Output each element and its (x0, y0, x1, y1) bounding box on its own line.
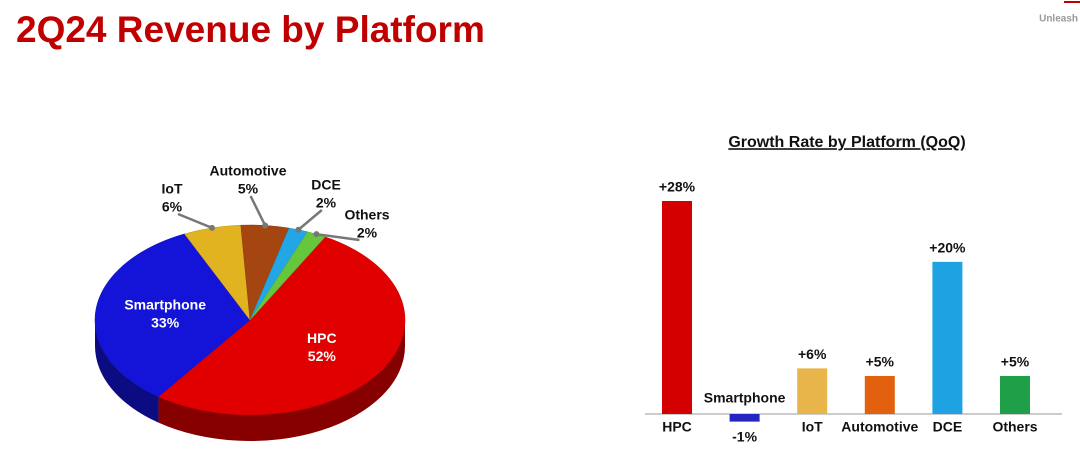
pie-label: Smartphone (124, 297, 206, 313)
x-tick-label: IoT (802, 419, 823, 435)
bar (932, 261, 963, 414)
leader-dot (208, 224, 215, 231)
bar (1000, 375, 1030, 414)
pie-side (95, 320, 159, 423)
leader-dot (313, 231, 320, 238)
pie-value-label: 52% (308, 348, 337, 364)
x-tick-label: Smartphone (704, 390, 786, 406)
pie-label: HPC (307, 330, 337, 346)
x-tick-label: Automotive (841, 419, 918, 435)
pie-slice (157, 236, 406, 416)
leader-dot (262, 222, 269, 229)
bar-title: Growth Rate by Platform (QoQ) (728, 134, 965, 151)
pie-label: DCE (311, 177, 341, 193)
pie-label: IoT (162, 181, 183, 197)
bar-value-label: +5% (866, 354, 895, 370)
x-tick-label: DCE (933, 419, 963, 435)
slide-title: 2Q24 Revenue by Platform (16, 9, 485, 50)
x-tick-label: HPC (662, 419, 692, 435)
pie-value-label: 33% (151, 315, 180, 331)
bar-value-label: -1% (732, 428, 757, 444)
pie-value-label: 6% (162, 199, 183, 215)
pie-value-label: 2% (316, 195, 337, 211)
bar-value-label: +6% (798, 346, 827, 362)
bar-value-label: +20% (929, 240, 966, 256)
pie-value-label: 2% (357, 225, 378, 241)
leader-line (316, 232, 360, 242)
bar (662, 201, 692, 414)
bar-value-label: +5% (1001, 354, 1030, 370)
bar (797, 368, 828, 414)
pie-side (158, 320, 405, 441)
leader-dot (295, 226, 302, 233)
x-tick-label: Others (992, 419, 1037, 435)
tagline: Unleash (1039, 14, 1078, 25)
pie-slice (94, 233, 251, 397)
pie-value-label: 5% (238, 181, 259, 197)
leader-line (177, 212, 213, 230)
pie-label: Others (344, 207, 389, 223)
bar-value-label: +28% (659, 179, 696, 195)
bar (729, 414, 760, 422)
pie-label: Automotive (210, 163, 287, 179)
leader-line (297, 209, 323, 231)
leader-line (249, 195, 267, 227)
bar (864, 375, 895, 414)
